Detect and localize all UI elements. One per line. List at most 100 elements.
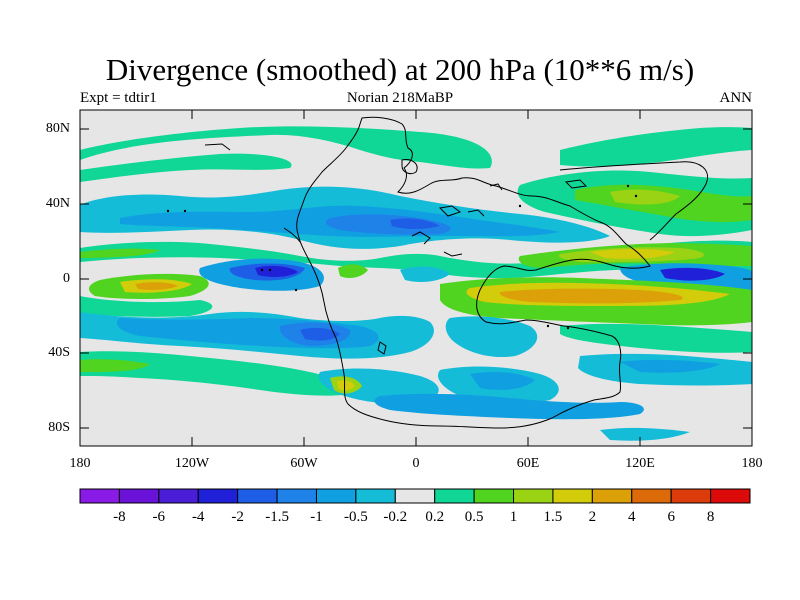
lat-tick-label: 80N [45,121,70,136]
contour-field [80,110,752,446]
colorbar-label: -1.5 [265,509,289,525]
lat-tick-label: 40S [48,345,70,360]
island-dot [166,209,170,213]
contour-region [80,248,160,258]
contour-region [560,323,752,353]
colorbar-swatch [552,488,593,504]
colorbar-label: -1 [310,509,323,525]
coastline [283,227,301,243]
experiment-label: Expt = tdtir1 [80,90,157,106]
contour-region [255,265,298,277]
coastline [411,231,431,245]
lon-tick-label: 180 [741,456,763,471]
coastline [401,159,418,175]
contour-region [80,240,752,279]
colorbar-label: -4 [191,509,205,525]
coastline [564,179,588,189]
map-title: Divergence (smoothed) at 200 hPa (10**6 … [105,52,695,87]
colorbar-label: 2 [588,509,597,525]
lon-tick-label: 180 [69,456,91,471]
coastline [443,251,463,257]
contour-region [470,372,535,390]
contour-region [300,327,340,341]
contour-region [80,153,292,182]
colorbar-swatch [355,488,396,504]
colorbar-swatch [473,488,515,504]
island-dot [518,204,522,208]
lon-tick-label: 120W [174,456,210,471]
colorbar-label: -0.2 [383,509,408,525]
coastline [204,143,231,151]
contour-region [499,288,683,304]
island-dot [566,326,570,330]
coastline [559,161,708,241]
colorbar-label: 4 [628,509,636,525]
lon-tick-label: 120E [625,456,655,471]
colorbar-swatch [513,488,554,504]
period-label: Norian 218MaBP [346,90,454,106]
island-dot [546,324,550,328]
colorbar-label: -8 [113,509,126,525]
colorbar-label: 8 [706,509,715,525]
coastline [438,205,462,217]
colorbar-label: -6 [152,509,166,525]
colorbar-label: 1.5 [543,509,563,525]
contour-region [560,127,752,167]
colorbar-swatch [394,488,436,504]
island-dot [294,288,298,292]
contour-region [610,189,680,205]
contour-region [620,359,720,373]
colorbar [79,488,751,504]
contour-region [390,218,440,229]
colorbar-swatch [670,488,712,504]
contour-region [590,249,675,259]
colorbar-swatch [237,488,278,504]
contour-region [338,264,368,278]
colorbar-label: 6 [667,509,675,525]
colorbar-swatch [276,488,317,504]
lon-tick-label: 60E [516,456,540,471]
island-dot [183,209,187,213]
colorbar-swatch [118,488,160,504]
colorbar-swatch [631,488,672,504]
contour-region [80,359,150,372]
lat-tick-label: 80S [48,420,70,435]
contour-region [660,267,725,281]
colorbar-label: 1 [509,509,518,525]
colorbar-label: 0.2 [425,509,445,525]
colorbar-swatch [315,488,357,504]
contour-region [400,266,450,282]
coastline [377,341,387,355]
colorbar-swatch [434,488,475,504]
contour-region [445,316,538,358]
colorbar-label: -2 [231,509,244,525]
contour-region [80,296,213,317]
lat-tick-label: 0 [63,271,70,286]
contour-region [80,126,492,169]
colorbar-label: 0.5 [464,509,484,525]
lat-tick-label: 40N [45,196,70,211]
island-dot [260,268,264,272]
contour-region [374,393,644,420]
season-label: ANN [719,90,753,106]
pangaea-outline [296,116,651,429]
colorbar-swatch [158,488,199,504]
contour-region [135,282,178,290]
colorbar-swatch [79,488,120,504]
coastline [489,183,503,191]
island-dot [268,268,272,272]
contour-region [337,380,355,391]
colorbar-swatch [591,488,633,504]
colorbar-label: -0.5 [344,509,368,525]
island-dot [626,184,630,188]
lon-tick-label: 60W [290,456,318,471]
lon-tick-label: 0 [412,456,420,471]
contour-region [80,351,360,396]
coastline [467,209,485,217]
contour-region [600,427,690,441]
island-dot [634,194,638,198]
axis-ticks [79,110,753,446]
colorbar-swatch [197,488,239,504]
colorbar-swatch [710,488,751,504]
